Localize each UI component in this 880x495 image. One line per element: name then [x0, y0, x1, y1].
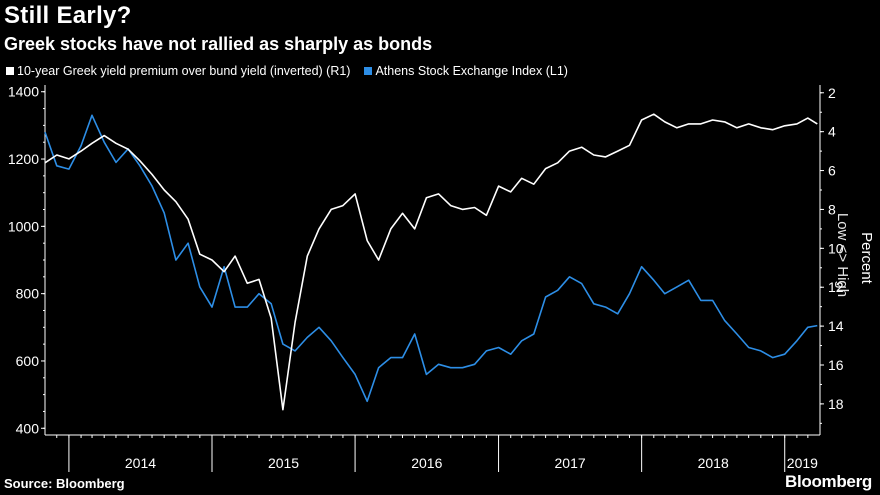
bloomberg-logo: Bloomberg: [784, 472, 872, 491]
legend-swatch-yield: [6, 67, 14, 75]
right-tick-label: 10: [828, 240, 844, 256]
legend-label-yield: 10-year Greek yield premium over bund yi…: [17, 64, 351, 78]
right-tick-label: 16: [828, 357, 844, 373]
left-tick-label: 400: [16, 420, 40, 436]
left-tick-label: 800: [16, 286, 40, 302]
left-tick-label: 1000: [8, 218, 39, 234]
left-tick-label: 1200: [8, 151, 39, 167]
right-tick-label: 18: [828, 396, 844, 412]
legend-swatch-athens: [364, 67, 373, 75]
x-tick-label: 2019: [787, 455, 818, 471]
athens-index-line: [44, 114, 818, 403]
chart-title: Still Early?: [4, 2, 132, 29]
chart-subtitle: Greek stocks have not rallied as sharply…: [4, 34, 433, 54]
left-tick-label: 1400: [8, 84, 39, 100]
right-tick-label: 6: [828, 163, 836, 179]
x-tick-label: 2014: [125, 455, 156, 471]
legend: 10-year Greek yield premium over bund yi…: [6, 64, 568, 78]
right-axis-title: Percent: [858, 232, 875, 285]
left-tick-label: 600: [16, 353, 40, 369]
right-tick-label: 8: [828, 201, 836, 217]
yield-premium-line: [44, 113, 818, 411]
x-tick-label: 2018: [698, 455, 729, 471]
x-tick-label: 2017: [555, 455, 586, 471]
legend-item-yield: 10-year Greek yield premium over bund yi…: [6, 64, 350, 78]
right-tick-label: 4: [828, 124, 836, 140]
right-tick-label: 2: [828, 85, 836, 101]
right-axis-annotation: Low <> High: [834, 213, 851, 297]
legend-item-athens: Athens Stock Exchange Index (L1): [364, 64, 568, 78]
legend-label-athens: Athens Stock Exchange Index (L1): [375, 64, 568, 78]
right-tick-label: 12: [828, 279, 844, 295]
x-tick-label: 2015: [268, 455, 299, 471]
right-tick-label: 14: [828, 318, 844, 334]
x-tick-label: 2016: [411, 455, 442, 471]
source-note: Source: Bloomberg: [4, 476, 125, 491]
